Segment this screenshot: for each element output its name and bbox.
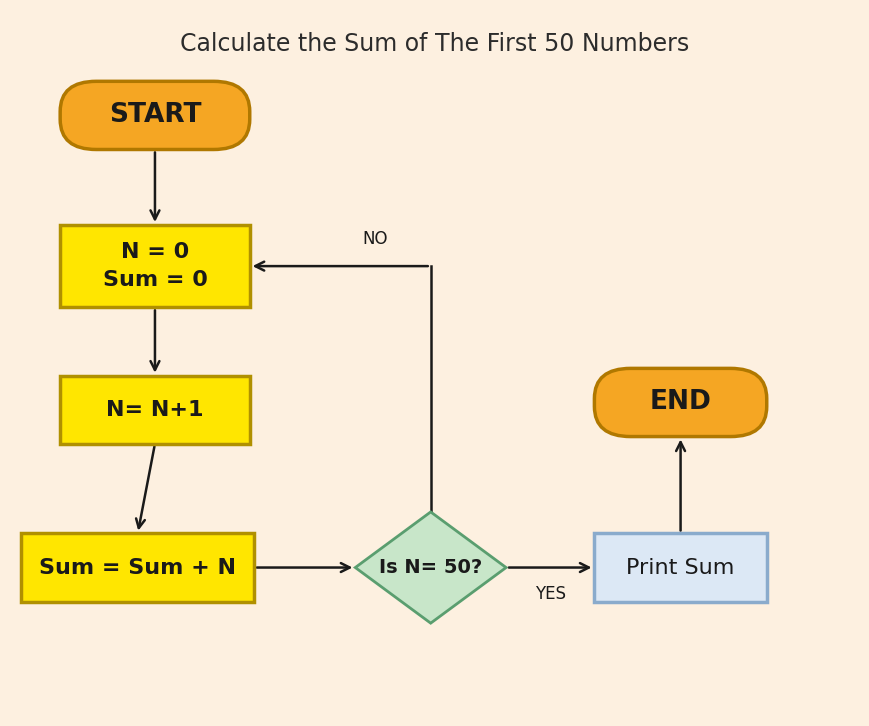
Text: Sum = Sum + N: Sum = Sum + N — [39, 558, 236, 578]
Text: YES: YES — [534, 585, 565, 603]
Text: Calculate the Sum of The First 50 Numbers: Calculate the Sum of The First 50 Number… — [180, 32, 689, 56]
FancyBboxPatch shape — [594, 368, 766, 436]
Polygon shape — [355, 512, 506, 623]
Text: START: START — [109, 102, 201, 129]
Text: N= N+1: N= N+1 — [106, 399, 203, 420]
Text: END: END — [649, 389, 711, 415]
FancyBboxPatch shape — [22, 534, 254, 602]
FancyBboxPatch shape — [60, 225, 249, 307]
Text: NO: NO — [362, 230, 387, 248]
FancyBboxPatch shape — [60, 375, 249, 444]
Text: Is N= 50?: Is N= 50? — [379, 558, 481, 577]
FancyBboxPatch shape — [60, 81, 249, 150]
Text: Print Sum: Print Sum — [626, 558, 734, 578]
FancyBboxPatch shape — [594, 534, 766, 602]
Text: N = 0
Sum = 0: N = 0 Sum = 0 — [103, 242, 207, 290]
